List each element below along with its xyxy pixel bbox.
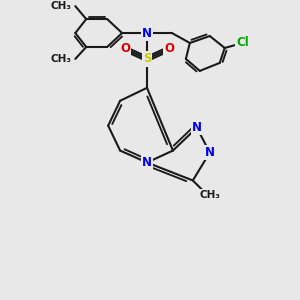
Text: N: N [205, 146, 215, 159]
Text: N: N [142, 156, 152, 169]
Text: O: O [164, 43, 174, 56]
Text: CH₃: CH₃ [50, 1, 71, 11]
Text: CH₃: CH₃ [50, 54, 71, 64]
Text: S: S [143, 52, 151, 65]
Text: Cl: Cl [236, 37, 249, 50]
Text: CH₃: CH₃ [199, 190, 220, 200]
Text: N: N [192, 121, 202, 134]
Text: N: N [142, 26, 152, 40]
Text: O: O [120, 43, 130, 56]
